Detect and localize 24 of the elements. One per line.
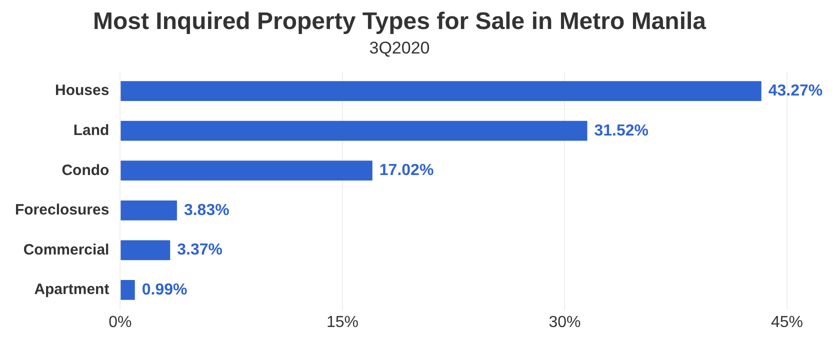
bar — [120, 200, 177, 220]
bar — [120, 81, 762, 102]
y-tick-label: Houses — [55, 82, 110, 100]
bar — [120, 280, 135, 300]
data-label: 17.02% — [379, 162, 434, 180]
y-tick-label: Condo — [62, 162, 110, 179]
y-tick-label: Commercial — [23, 241, 110, 258]
data-label: 43.27% — [768, 82, 823, 100]
x-tick-label: 30% — [548, 314, 581, 331]
data-label: 3.37% — [177, 242, 223, 259]
data-label: 3.83% — [184, 202, 230, 219]
bar — [120, 160, 372, 181]
y-tick-label: Apartment — [34, 281, 110, 298]
x-tick-label: 0% — [108, 314, 132, 331]
bar — [120, 240, 170, 260]
y-tick-label: Foreclosures — [14, 202, 110, 219]
chart-subtitle: 3Q2020 — [369, 38, 430, 58]
x-tick-label: 15% — [326, 314, 358, 331]
bar — [120, 120, 588, 141]
data-label: 31.52% — [594, 122, 649, 140]
data-label: 0.99% — [142, 281, 188, 298]
y-tick-label: Land — [73, 122, 110, 139]
chart-title: Most Inquired Property Types for Sale in Metro Manila — [93, 8, 707, 36]
x-tick-label: 45% — [770, 314, 804, 331]
